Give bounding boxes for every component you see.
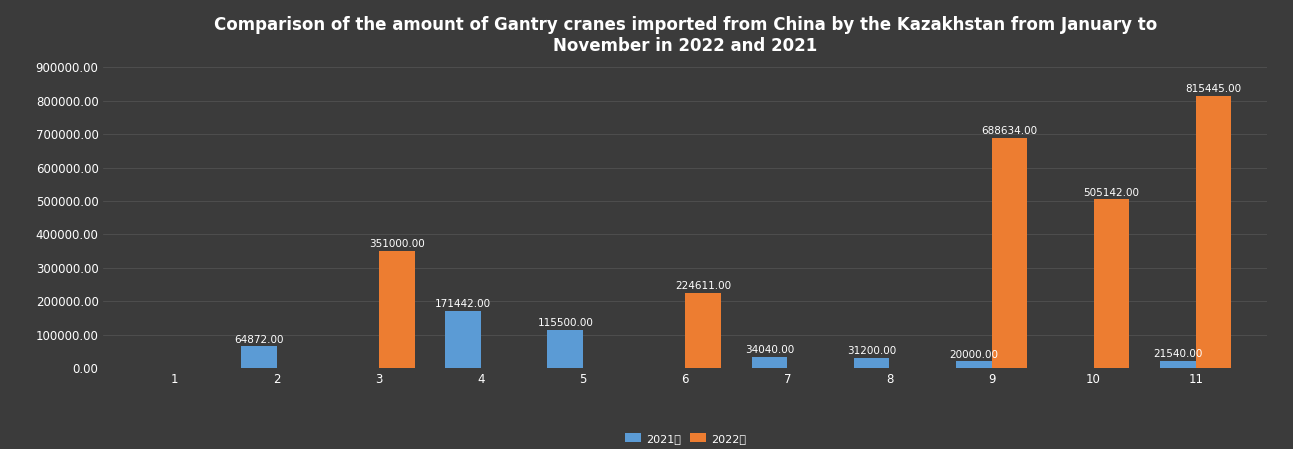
Bar — [685, 293, 721, 368]
Legend: 2021年, 2022年: 2021年, 2022年 — [622, 430, 749, 447]
Text: 351000.00: 351000.00 — [369, 239, 425, 249]
Text: 171442.00: 171442.00 — [436, 299, 491, 309]
Text: 688634.00: 688634.00 — [981, 126, 1037, 136]
Title: Comparison of the amount of Gantry cranes imported from China by the Kazakhstan : Comparison of the amount of Gantry crane… — [213, 16, 1157, 55]
Text: 115500.00: 115500.00 — [538, 318, 593, 328]
Bar — [992, 138, 1027, 368]
Text: 224611.00: 224611.00 — [675, 282, 732, 291]
Text: 505142.00: 505142.00 — [1084, 188, 1139, 198]
Bar — [1094, 199, 1129, 368]
Bar — [445, 311, 481, 368]
Bar — [956, 361, 992, 368]
Bar — [547, 330, 583, 368]
Bar — [242, 347, 277, 368]
Text: 20000.00: 20000.00 — [949, 350, 998, 360]
Text: 815445.00: 815445.00 — [1186, 84, 1241, 94]
Bar — [853, 358, 890, 368]
Text: 21540.00: 21540.00 — [1153, 349, 1202, 359]
Bar — [751, 357, 787, 368]
Text: 34040.00: 34040.00 — [745, 345, 794, 355]
Bar — [1160, 361, 1196, 368]
Bar — [1196, 96, 1231, 368]
Bar — [379, 251, 415, 368]
Text: 31200.00: 31200.00 — [847, 346, 896, 356]
Text: 64872.00: 64872.00 — [234, 335, 284, 345]
